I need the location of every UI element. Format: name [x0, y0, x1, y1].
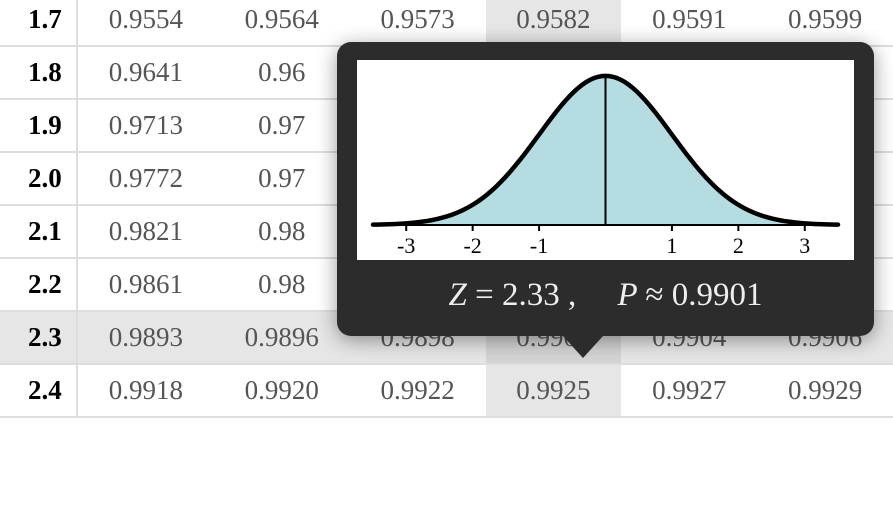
table-cell[interactable]: 0.9920	[214, 364, 350, 417]
svg-text:3: 3	[799, 233, 810, 258]
table-cell[interactable]: 0.9599	[757, 0, 893, 46]
row-header: 2.2	[0, 258, 77, 311]
z-symbol: Z	[449, 277, 467, 313]
table-cell[interactable]: 0.9925	[486, 364, 622, 417]
row-header: 1.8	[0, 46, 77, 99]
table-row: 2.40.99180.99200.99220.99250.99270.9929	[0, 364, 893, 417]
p-value: 0.9901	[672, 277, 763, 313]
table-cell[interactable]: 0.9772	[77, 152, 214, 205]
p-symbol: P	[618, 277, 638, 313]
table-cell[interactable]: 0.9896	[214, 311, 350, 364]
table-cell[interactable]: 0.97	[214, 152, 350, 205]
normal-distribution-chart: -3 -2 -1 1 2 3	[357, 60, 854, 260]
table-cell[interactable]: 0.9821	[77, 205, 214, 258]
table-cell[interactable]: 0.96	[214, 46, 350, 99]
table-cell[interactable]: 0.98	[214, 258, 350, 311]
row-header: 2.1	[0, 205, 77, 258]
row-header: 2.4	[0, 364, 77, 417]
tooltip: -3 -2 -1 1 2 3 Z = 2.33 , P ≈ 0.9901	[337, 42, 874, 336]
z-value: 2.33	[502, 277, 560, 313]
table-cell[interactable]: 0.9927	[621, 364, 757, 417]
comma: ,	[568, 277, 576, 313]
row-header: 1.7	[0, 0, 77, 46]
table-cell[interactable]: 0.9573	[350, 0, 486, 46]
svg-text:1: 1	[666, 233, 677, 258]
row-header: 1.9	[0, 99, 77, 152]
row-header: 2.3	[0, 311, 77, 364]
table-cell[interactable]: 0.9893	[77, 311, 214, 364]
table-cell[interactable]: 0.9929	[757, 364, 893, 417]
table-cell[interactable]: 0.9918	[77, 364, 214, 417]
svg-text:-2: -2	[463, 233, 481, 258]
table-row: 1.70.95540.95640.95730.95820.95910.9599	[0, 0, 893, 46]
svg-text:-3: -3	[397, 233, 415, 258]
table-cell[interactable]: 0.9591	[621, 0, 757, 46]
svg-text:2: 2	[733, 233, 744, 258]
tooltip-label: Z = 2.33 , P ≈ 0.9901	[357, 277, 854, 314]
table-cell[interactable]: 0.9641	[77, 46, 214, 99]
svg-text:-1: -1	[530, 233, 548, 258]
equals-sign: =	[475, 277, 494, 313]
table-cell[interactable]: 0.9922	[350, 364, 486, 417]
table-cell[interactable]: 0.9564	[214, 0, 350, 46]
table-cell[interactable]: 0.9582	[486, 0, 622, 46]
table-cell[interactable]: 0.98	[214, 205, 350, 258]
approx-sign: ≈	[645, 277, 663, 313]
table-cell[interactable]: 0.97	[214, 99, 350, 152]
row-header: 2.0	[0, 152, 77, 205]
table-cell[interactable]: 0.9554	[77, 0, 214, 46]
table-cell[interactable]: 0.9713	[77, 99, 214, 152]
table-cell[interactable]: 0.9861	[77, 258, 214, 311]
